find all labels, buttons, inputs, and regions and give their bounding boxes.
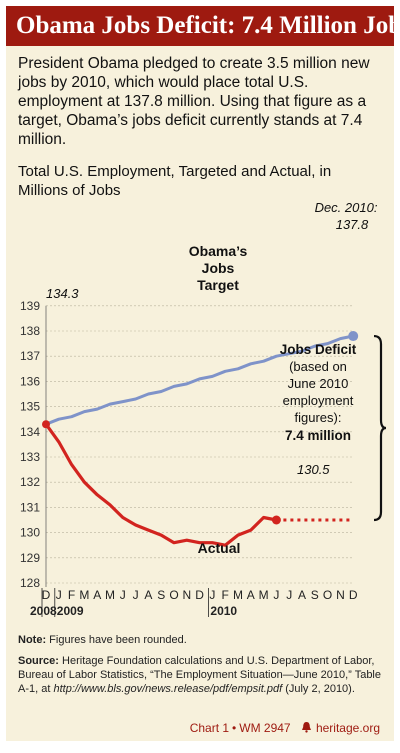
target-series-label-1: Obama’s: [189, 243, 248, 259]
source-citation: Source: Heritage Foundation calculations…: [18, 654, 384, 696]
x-tick-label: J: [209, 588, 215, 602]
deficit-label-2: (based on: [289, 359, 347, 374]
year-label: 2008: [30, 604, 57, 618]
target-series-label-3: Target: [197, 277, 239, 293]
y-tick-label: 129: [20, 551, 40, 565]
x-tick-label: A: [247, 588, 255, 602]
x-tick-label: J: [56, 588, 62, 602]
x-tick-label: S: [157, 588, 165, 602]
deficit-label-5: figures):: [295, 410, 342, 425]
note-label: Note:: [18, 634, 47, 646]
intro-text: President Obama pledged to create 3.5 mi…: [18, 55, 370, 148]
x-tick-label: F: [68, 588, 75, 602]
y-axis: 128 129 130 131 132 133 134 135 136 137 138 139: [20, 299, 47, 590]
x-tick-label: J: [133, 588, 139, 602]
target-end-point: [348, 331, 359, 342]
x-tick-label: M: [259, 588, 269, 602]
x-tick-label: A: [93, 588, 101, 602]
x-tick-label: J: [120, 588, 126, 602]
note: Note: Figures have been rounded.: [18, 634, 187, 646]
start-value-label: 134.3: [46, 286, 79, 301]
y-tick-label: 132: [20, 475, 40, 489]
deficit-label-3: June 2010: [288, 376, 349, 391]
y-tick-label: 138: [20, 324, 40, 338]
note-text: Figures have been rounded.: [46, 634, 187, 646]
target-series-label-2: Jobs: [202, 260, 235, 276]
x-tick-label: J: [286, 588, 292, 602]
deficit-label-6: 7.4 million: [285, 428, 351, 443]
x-tick-label: A: [144, 588, 152, 602]
x-tick-label: M: [233, 588, 243, 602]
actual-series-line: [44, 423, 277, 547]
x-tick-label: D: [349, 588, 358, 602]
y-tick-label: 136: [20, 374, 40, 388]
x-tick-label: J: [273, 588, 279, 602]
chart-series: [42, 331, 359, 547]
chart-grid: [46, 305, 354, 584]
heritage-link[interactable]: heritage.org: [315, 721, 380, 735]
y-tick-label: 139: [20, 299, 40, 313]
source-label: Source:: [18, 655, 59, 667]
liberty-bell-icon: [301, 722, 311, 733]
y-tick-label: 134: [20, 425, 40, 439]
year-label: 2010: [210, 604, 237, 618]
source-text-2: (July 2, 2010).: [282, 683, 355, 695]
x-tick-label: N: [182, 588, 191, 602]
x-tick-label: S: [311, 588, 319, 602]
x-tick-label: A: [298, 588, 306, 602]
x-tick-label: O: [169, 588, 178, 602]
y-tick-label: 131: [20, 500, 40, 514]
jobs-deficit-bracket: [373, 334, 387, 522]
x-tick-label: D: [195, 588, 204, 602]
page-title: Obama Jobs Deficit: 7.4 Million Jobs: [6, 6, 394, 46]
x-tick-label: O: [323, 588, 332, 602]
actual-series-label: Actual: [198, 540, 241, 556]
y-tick-label: 133: [20, 450, 40, 464]
y-tick-label: 130: [20, 526, 40, 540]
x-tick-label: D: [42, 588, 51, 602]
wm-number: WM 2947: [239, 721, 291, 735]
year-label: 2009: [57, 604, 84, 618]
x-tick-label: N: [336, 588, 345, 602]
footer-bullet: •: [232, 721, 237, 735]
y-tick-label: 137: [20, 349, 40, 363]
y-tick-label: 135: [20, 400, 40, 414]
source-url-link[interactable]: http://www.bls.gov/news.release/pdf/emps…: [53, 683, 283, 695]
target-end-label-2: 137.8: [336, 217, 369, 232]
chart-title: Total U.S. Employment, Targeted and Actu…: [18, 163, 332, 199]
target-end-label-1: Dec. 2010:: [315, 200, 378, 215]
chart-card: Obama Jobs Deficit: 7.4 Million Jobs Pre…: [6, 6, 394, 741]
deficit-label-1: Jobs Deficit: [280, 342, 357, 357]
chart-number: Chart 1: [189, 721, 230, 735]
source-text-1: Heritage Foundation calculations and U.S…: [18, 655, 381, 695]
y-tick-label: 128: [20, 576, 40, 590]
target-series-line: [45, 334, 354, 426]
x-tick-label: M: [105, 588, 115, 602]
current-value-label: 130.5: [297, 462, 330, 477]
current-point: [271, 515, 281, 525]
x-tick-label: M: [79, 588, 89, 602]
deficit-label-4: employment: [283, 393, 354, 408]
x-tick-label: F: [222, 588, 229, 602]
start-point: [42, 420, 50, 429]
footer: Chart 1 • WM 2947 heritage.org: [190, 721, 380, 735]
